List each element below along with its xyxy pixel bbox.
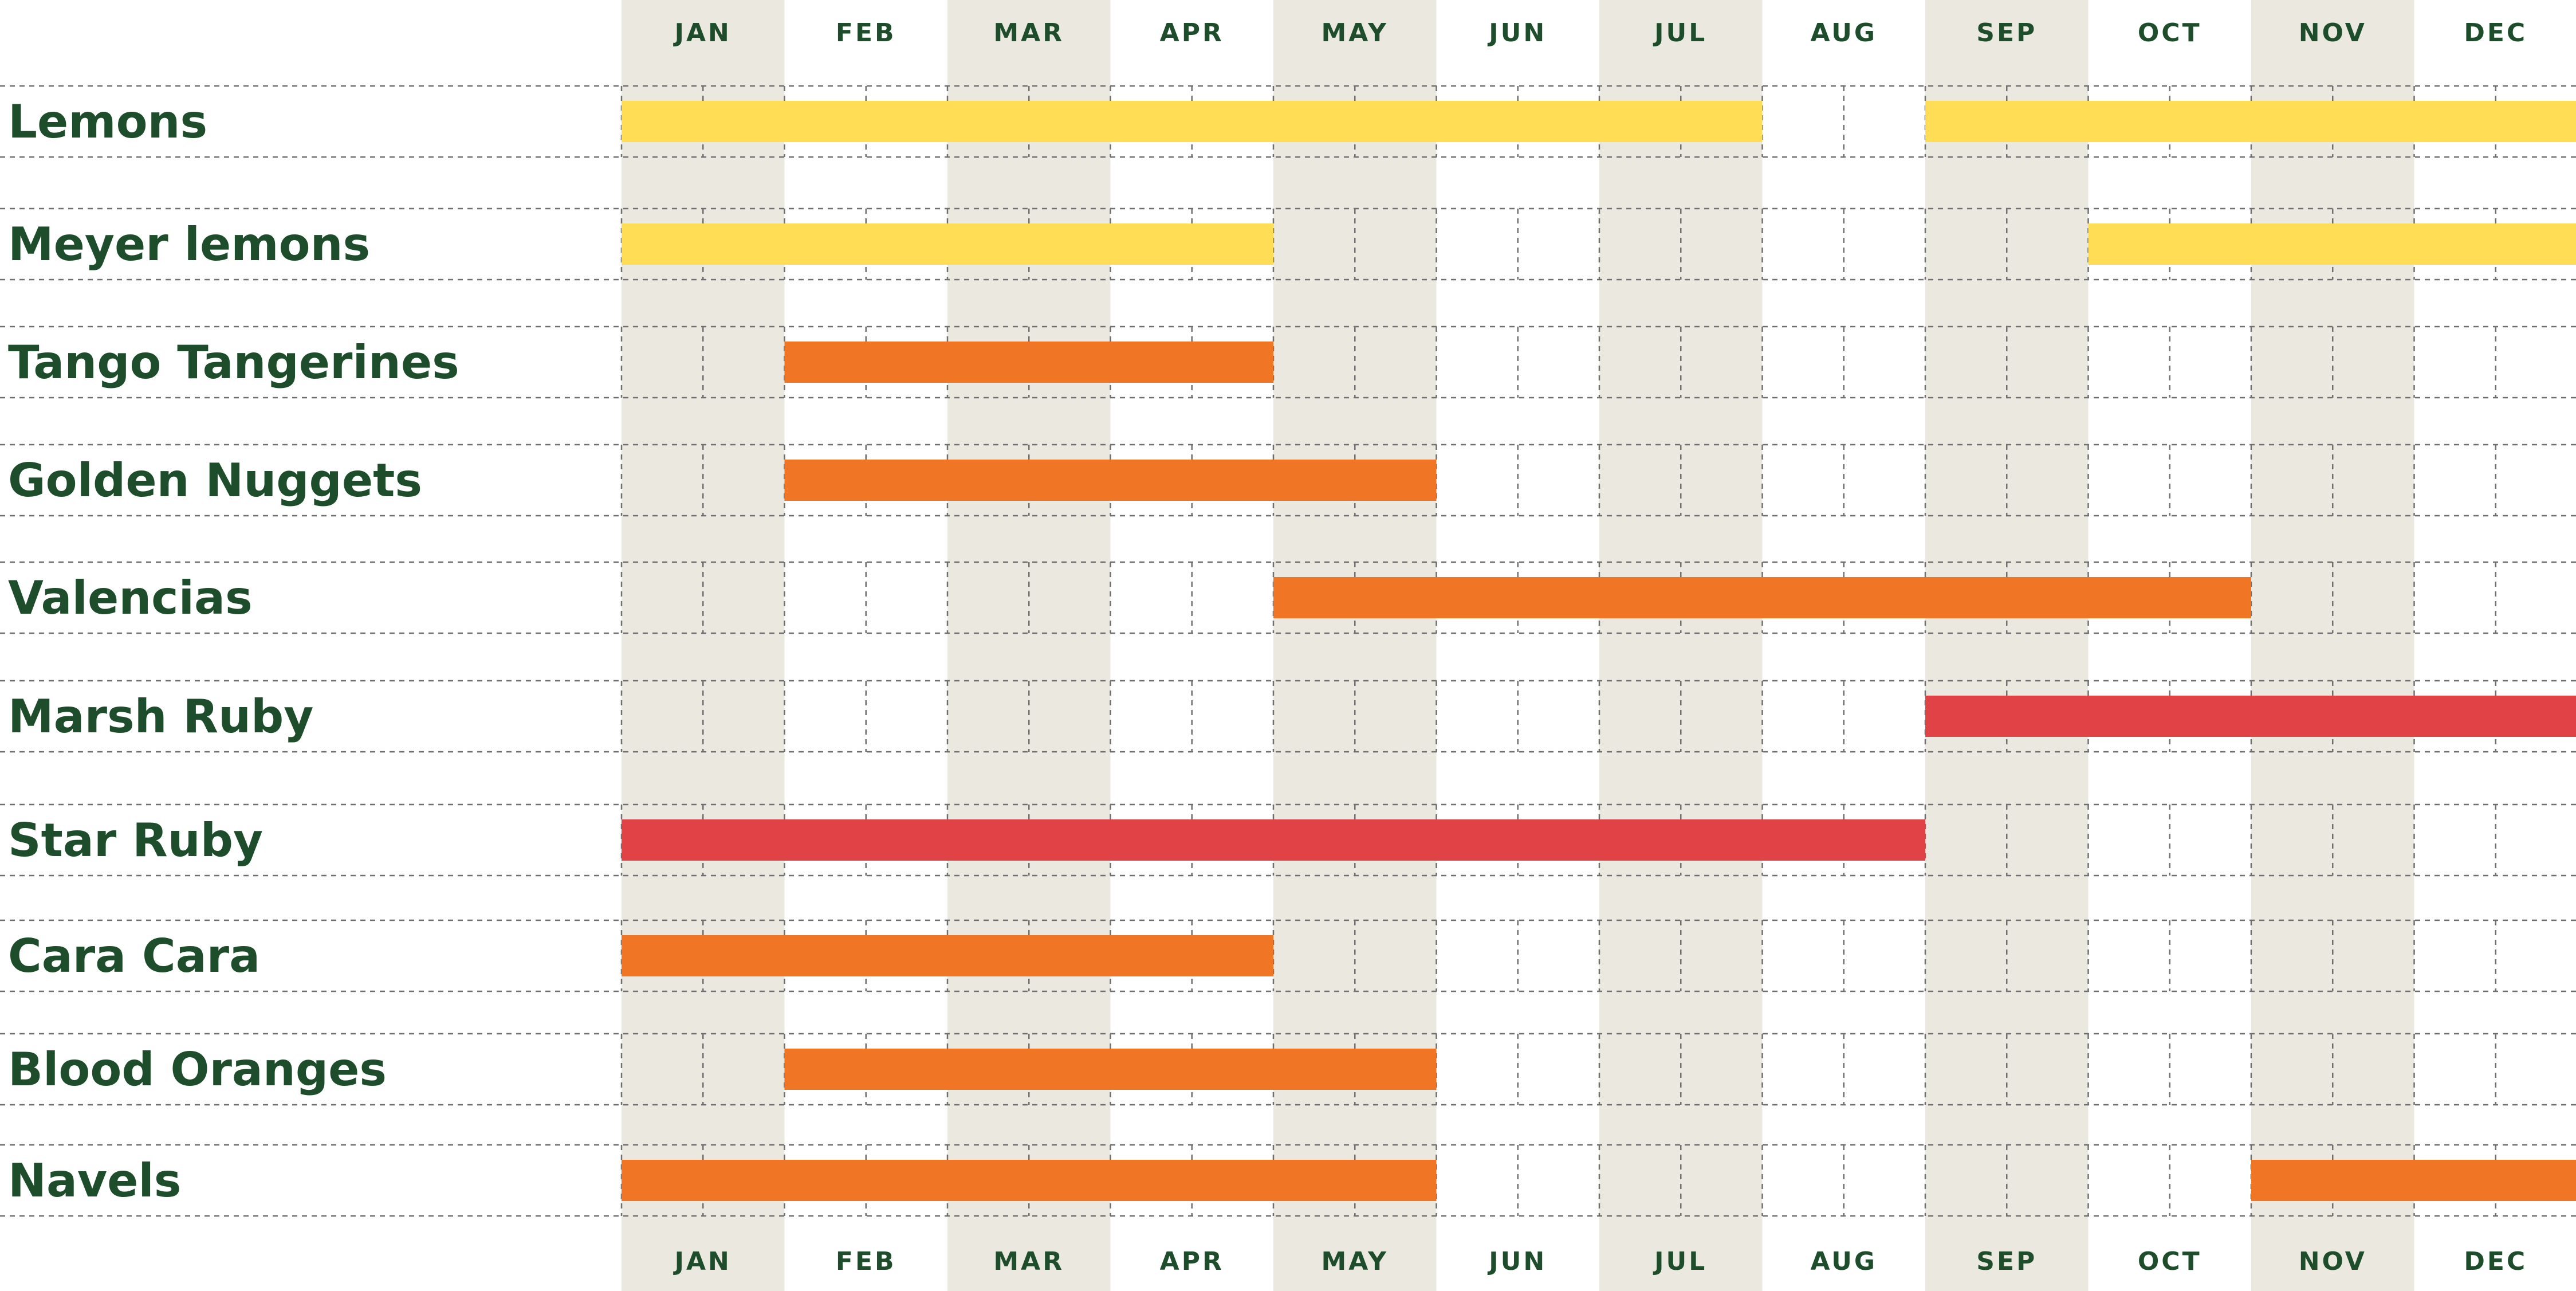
season-bar-valencias-1 xyxy=(1273,577,2251,618)
shaded-column-nov xyxy=(2251,0,2414,1291)
season-bar-navels-1 xyxy=(622,1160,1437,1201)
month-label-bottom-jul: JUL xyxy=(1653,1247,1707,1276)
season-bar-lemons-1 xyxy=(622,101,1763,142)
month-label-bottom-jun: JUN xyxy=(1487,1247,1547,1276)
row-label-marsh-ruby: Marsh Ruby xyxy=(8,690,313,743)
season-bar-golden-nuggets-1 xyxy=(784,460,1437,501)
row-label-blood-oranges: Blood Oranges xyxy=(8,1043,387,1096)
season-bar-tango-tangerines-1 xyxy=(784,342,1273,383)
month-label-top-oct: OCT xyxy=(2138,18,2202,48)
month-label-top-dec: DEC xyxy=(2464,18,2527,48)
season-bar-star-ruby-1 xyxy=(622,819,1925,861)
shaded-column-sep xyxy=(1925,0,2089,1291)
month-label-bottom-mar: MAR xyxy=(993,1247,1064,1276)
season-bar-meyer-lemons-1 xyxy=(622,223,1273,265)
shaded-column-jan xyxy=(622,0,785,1291)
shaded-column-may xyxy=(1273,0,1437,1291)
season-bar-lemons-2 xyxy=(1925,101,2576,142)
month-label-top-feb: FEB xyxy=(836,18,896,48)
month-label-bottom-apr: APR xyxy=(1160,1247,1224,1276)
month-label-top-jul: JUL xyxy=(1653,18,1707,48)
season-bar-navels-2 xyxy=(2251,1160,2576,1201)
month-label-top-jun: JUN xyxy=(1487,18,1547,48)
month-label-bottom-oct: OCT xyxy=(2138,1247,2202,1276)
row-label-valencias: Valencias xyxy=(8,571,253,625)
month-label-top-aug: AUG xyxy=(1810,18,1877,48)
shaded-column-mar xyxy=(947,0,1111,1291)
month-label-top-sep: SEP xyxy=(1976,18,2037,48)
month-label-bottom-may: MAY xyxy=(1322,1247,1389,1276)
row-label-lemons: Lemons xyxy=(8,95,207,148)
season-bar-meyer-lemons-2 xyxy=(2088,223,2576,265)
shaded-column-jul xyxy=(1599,0,1763,1291)
month-label-top-may: MAY xyxy=(1322,18,1389,48)
season-bar-marsh-ruby-1 xyxy=(1925,696,2576,737)
season-bar-cara-cara-1 xyxy=(622,935,1273,976)
month-label-top-mar: MAR xyxy=(993,18,1064,48)
month-label-top-jan: JAN xyxy=(673,18,731,48)
month-label-top-apr: APR xyxy=(1160,18,1224,48)
month-label-bottom-dec: DEC xyxy=(2464,1247,2527,1276)
month-label-bottom-nov: NOV xyxy=(2299,1247,2367,1276)
row-label-navels: Navels xyxy=(8,1154,181,1207)
season-bar-blood-oranges-1 xyxy=(784,1049,1437,1090)
month-label-bottom-feb: FEB xyxy=(836,1247,896,1276)
month-label-bottom-aug: AUG xyxy=(1810,1247,1877,1276)
row-label-meyer-lemons: Meyer lemons xyxy=(8,218,370,271)
month-label-top-nov: NOV xyxy=(2299,18,2367,48)
month-label-bottom-jan: JAN xyxy=(673,1247,731,1276)
month-label-bottom-sep: SEP xyxy=(1976,1247,2037,1276)
row-label-tango-tangerines: Tango Tangerines xyxy=(8,336,459,389)
row-label-star-ruby: Star Ruby xyxy=(8,814,263,867)
row-label-golden-nuggets: Golden Nuggets xyxy=(8,454,422,507)
row-label-cara-cara: Cara Cara xyxy=(8,929,260,983)
